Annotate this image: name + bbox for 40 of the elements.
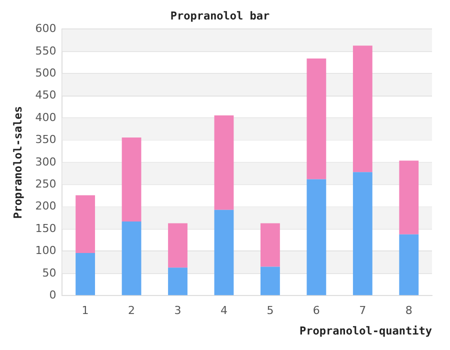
y-axis-title: Propranolol-sales [11,106,24,219]
x-tick-label: 8 [405,304,412,318]
bar [260,223,280,267]
y-tick-label: 350 [35,133,56,146]
bar [352,172,372,296]
y-tick-label: 150 [35,222,56,235]
y-tick-label: 250 [35,177,56,190]
x-tick-label: 2 [128,304,136,318]
y-tick-label: 450 [35,88,56,102]
y-tick-label: 400 [35,110,56,124]
bar [122,138,142,222]
x-tick-label: 1 [82,304,89,318]
bar [214,210,234,296]
bar [306,58,326,180]
x-axis-title: Propranolol-quantity [300,324,432,338]
x-tick-label: 6 [312,304,320,318]
bar [76,252,96,296]
chart-title: Propranolol bar [170,9,270,22]
y-tick-label: 550 [35,44,56,58]
y-tick-label: 600 [35,22,56,36]
bar [399,234,419,296]
bar [260,266,280,296]
bar [352,46,372,172]
x-tick-label: 7 [359,304,366,318]
y-tick-label: 300 [35,155,56,168]
y-tick-label: 100 [35,244,56,258]
bar [122,221,142,296]
y-tick-label: 50 [42,266,56,280]
bar [214,115,234,210]
y-tick-label: 500 [35,66,56,80]
y-tick-label: 0 [49,288,56,302]
bar [306,179,326,296]
x-tick-label: 5 [266,304,274,318]
bar [168,223,188,268]
y-tick-label: 200 [35,200,56,213]
bar [399,160,419,234]
x-tick-label: 4 [220,304,228,318]
bar [76,195,96,253]
x-tick-label: 3 [174,304,182,318]
bar [168,268,188,296]
